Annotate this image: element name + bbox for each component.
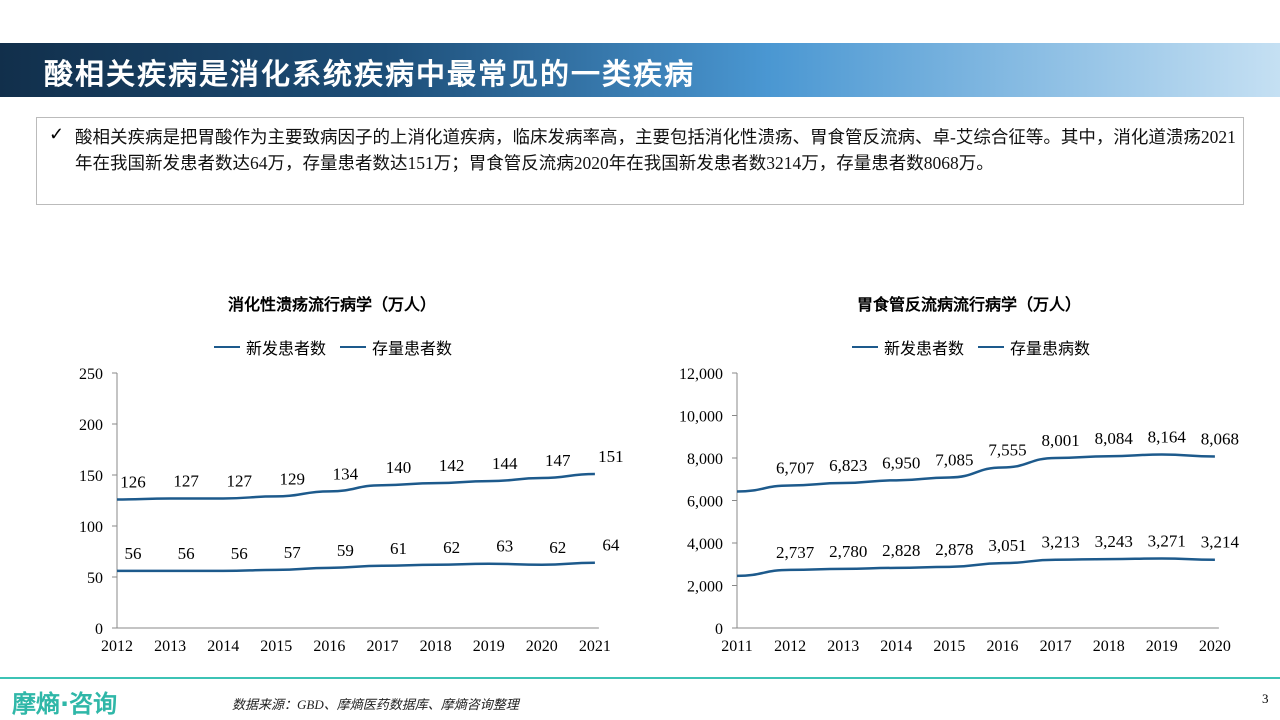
legend-left: 新发患者数 存量患者数 [214,335,452,359]
y-tick-label: 0 [715,621,723,638]
legend-right: 新发患者数 存量患病数 [852,335,1090,359]
data-label: 3,243 [1095,532,1133,551]
logo: 摩熵·咨询 [12,690,118,718]
title-bar: 酸相关疾病是消化系统疾病中最常见的一类疾病 [0,43,1280,97]
series-line [116,472,595,501]
chart-title-left: 消化性溃疡流行病学（万人） [228,295,437,314]
data-label: 144 [492,454,518,473]
checkmark-icon: ✓ [49,124,65,144]
series-line [736,557,1215,578]
x-tick-label: 2011 [721,638,752,655]
y-tick-label: 100 [79,519,103,536]
data-label: 142 [439,456,465,475]
data-label: 62 [443,538,460,557]
data-label: 63 [496,537,513,556]
data-label: 151 [598,447,624,466]
legend-label: 新发患者数 [884,339,965,358]
data-label: 59 [337,541,354,560]
page-number: 3 [1262,691,1269,706]
footer-divider [0,677,1280,679]
data-label: 126 [120,472,146,491]
x-tick-label: 2018 [1093,638,1125,655]
data-label: 2,780 [829,542,867,561]
x-tick-label: 2012 [101,638,133,655]
source-note: 数据来源：GBD、摩熵医药数据库、摩熵咨询整理 [232,697,519,712]
data-label: 8,164 [1148,428,1187,447]
data-label: 140 [386,458,412,477]
x-tick-label: 2012 [774,638,806,655]
x-tick-label: 2014 [880,638,912,655]
data-label: 134 [333,464,359,483]
y-tick-label: 0 [95,621,103,638]
legend-label: 新发患者数 [246,339,327,358]
data-label: 147 [545,451,571,470]
y-tick-label: 200 [79,417,103,434]
page-title: 酸相关疾病是消化系统疾病中最常见的一类疾病 [44,57,696,91]
y-tick-label: 2,000 [687,579,723,596]
data-label: 8,084 [1095,429,1134,448]
summary-box: ✓ 酸相关疾病是把胃酸作为主要致病因子的上消化道疾病，临床发病率高，主要包括消化… [36,117,1244,205]
data-label: 127 [173,471,199,490]
data-label: 3,051 [988,536,1026,555]
data-label: 6,707 [776,458,815,477]
y-tick-label: 8,000 [687,451,723,468]
data-label: 57 [284,543,302,562]
x-tick-label: 2016 [313,638,345,655]
series-line [736,453,1215,493]
data-label: 56 [178,544,195,563]
data-label: 6,950 [882,453,920,472]
data-label: 3,213 [1041,533,1079,552]
data-label: 7,555 [988,440,1026,459]
x-tick-label: 2015 [933,638,965,655]
y-tick-label: 150 [79,468,103,485]
y-tick-label: 50 [87,570,103,587]
summary-text: 酸相关疾病是把胃酸作为主要致病因子的上消化道疾病，临床发病率高，主要包括消化性溃… [75,127,1236,173]
legend-label: 存量患病数 [1010,339,1091,358]
x-tick-label: 2015 [260,638,292,655]
x-tick-label: 2021 [579,638,611,655]
data-label: 2,737 [776,543,815,562]
x-tick-label: 2019 [473,638,505,655]
data-label: 8,068 [1201,430,1239,449]
x-tick-label: 2020 [1199,638,1231,655]
data-label: 6,823 [829,456,867,475]
data-label: 56 [231,544,248,563]
data-label: 7,085 [935,450,973,469]
x-tick-label: 2013 [154,638,186,655]
y-tick-label: 6,000 [687,494,723,511]
x-tick-label: 2018 [420,638,452,655]
legend-label: 存量患者数 [372,339,453,358]
series-line [116,561,595,573]
data-label: 8,001 [1041,431,1079,450]
y-tick-label: 250 [79,366,103,383]
data-label: 127 [226,471,252,490]
x-tick-label: 2013 [827,638,859,655]
data-label: 129 [280,469,306,488]
y-tick-label: 10,000 [679,409,723,426]
data-label: 61 [390,539,407,558]
x-tick-label: 2019 [1146,638,1178,655]
chart-title-right: 胃食管反流病流行病学（万人） [857,295,1082,314]
data-label: 3,214 [1201,533,1240,552]
x-tick-label: 2017 [1040,638,1072,655]
y-tick-label: 12,000 [679,366,723,383]
x-tick-label: 2014 [207,638,239,655]
data-label: 3,271 [1148,531,1186,550]
data-label: 2,828 [882,541,920,560]
x-tick-label: 2020 [526,638,558,655]
x-tick-label: 2017 [367,638,399,655]
x-tick-label: 2016 [987,638,1019,655]
y-tick-label: 4,000 [687,536,723,553]
data-label: 62 [549,538,566,557]
data-label: 64 [602,536,620,555]
data-label: 56 [125,544,142,563]
data-label: 2,878 [935,540,973,559]
